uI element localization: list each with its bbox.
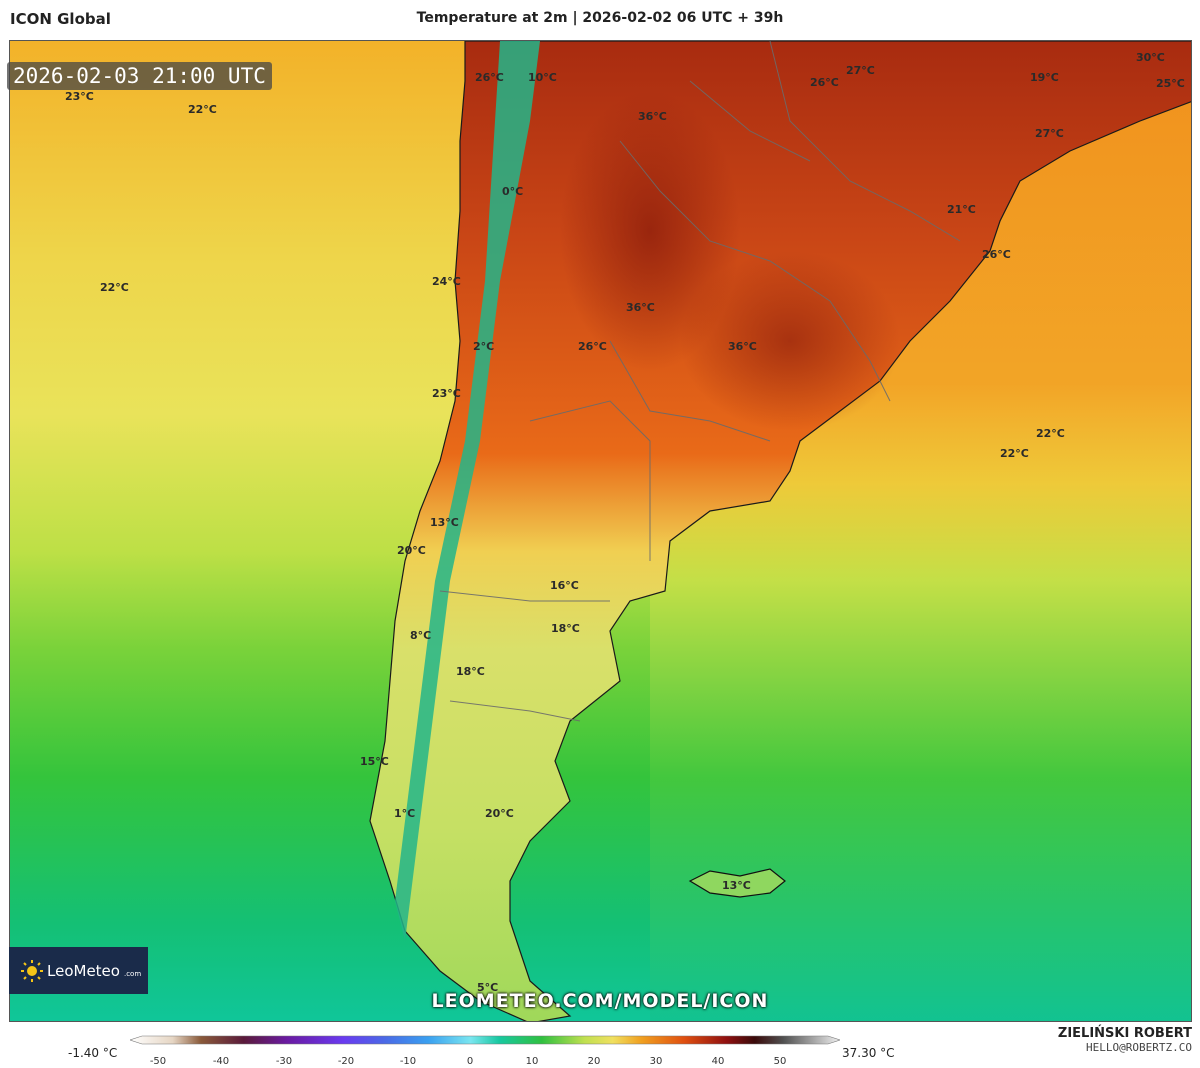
legend-tick: 10 [526,1056,539,1067]
logo-name: LeoMeteo [47,961,120,980]
temp-label: 30°C [1136,51,1165,64]
temp-label: 26°C [578,340,607,353]
leometeo-logo[interactable]: LeoMeteo .com [9,947,148,994]
sun-icon [21,959,43,982]
author-credit: ZIELIŃSKI ROBERT HELLO@ROBERTZ.CO [1058,1026,1192,1054]
temp-label: 5°C [477,981,498,994]
map-canvas: 23°C 22°C 22°C 26°C 10°C 0°C 24°C 2°C 23… [10,41,1191,1021]
legend-max-value: 37.30 °C [842,1046,895,1060]
legend-tick: -40 [213,1056,229,1067]
temperature-labels: 23°C 22°C 22°C 26°C 10°C 0°C 24°C 2°C 23… [65,51,1185,994]
temp-label: 2°C [473,340,494,353]
temp-label: 26°C [982,248,1011,261]
valid-time-badge: 2026-02-03 21:00 UTC [7,62,272,90]
temp-label: 22°C [188,103,217,116]
temp-label: 8°C [410,629,431,642]
temp-label: 13°C [430,516,459,529]
temp-label: 22°C [1036,427,1065,440]
legend-tick: -20 [338,1056,354,1067]
temp-label: 18°C [456,665,485,678]
temp-label: 22°C [1000,447,1029,460]
temp-label: 27°C [1035,127,1064,140]
country-borders [439,41,961,722]
temp-label: 23°C [432,387,461,400]
heat-core-east [680,251,900,431]
legend-tick: -50 [150,1056,166,1067]
temp-label: 20°C [485,807,514,820]
logo-domain: .com [123,969,142,978]
temp-label: 13°C [722,879,751,892]
header: ICON Global Temperature at 2m | 2026-02-… [0,0,1200,38]
andes-cool-band [395,41,540,941]
temperature-map[interactable]: 23°C 22°C 22°C 26°C 10°C 0°C 24°C 2°C 23… [9,40,1192,1022]
color-scale: -50 -40 -30 -20 -10 0 10 20 30 40 50 [130,1035,840,1067]
legend-tick: 20 [588,1056,601,1067]
map-title: Temperature at 2m | 2026-02-02 06 UTC + … [416,10,784,26]
temp-label: 23°C [65,90,94,103]
legend-ticks: -50 -40 -30 -20 -10 0 10 20 30 40 50 [150,1056,787,1067]
legend-tick: 50 [774,1056,787,1067]
source-url[interactable]: LEOMETEO.COM/MODEL/ICON [431,990,769,1012]
legend-tick: -10 [400,1056,416,1067]
temp-label: 20°C [397,544,426,557]
model-name: ICON Global [10,10,111,28]
temp-label: 18°C [551,622,580,635]
legend-tick: -30 [276,1056,292,1067]
temp-label: 16°C [550,579,579,592]
temp-label: 27°C [846,64,875,77]
temp-label: 22°C [100,281,129,294]
legend-tick: 0 [467,1056,473,1067]
legend-tick: 30 [650,1056,663,1067]
temp-label: 10°C [528,71,557,84]
legend-min-value: -1.40 °C [68,1046,118,1060]
author-email[interactable]: HELLO@ROBERTZ.CO [1086,1041,1192,1054]
color-legend: -1.40 °C [0,1026,1200,1067]
temp-label: 15°C [360,755,389,768]
temp-label: 36°C [638,110,667,123]
temp-label: 26°C [810,76,839,89]
legend-tick: 40 [712,1056,725,1067]
author-name: ZIELIŃSKI ROBERT [1057,1026,1192,1041]
temp-label: 24°C [432,275,461,288]
temp-label: 19°C [1030,71,1059,84]
temp-label: 26°C [475,71,504,84]
falkland-islands [688,868,786,898]
temp-label: 36°C [626,301,655,314]
temp-label: 21°C [947,203,976,216]
temp-label: 1°C [394,807,415,820]
temp-label: 0°C [502,185,523,198]
temp-label: 36°C [728,340,757,353]
temp-label: 25°C [1156,77,1185,90]
